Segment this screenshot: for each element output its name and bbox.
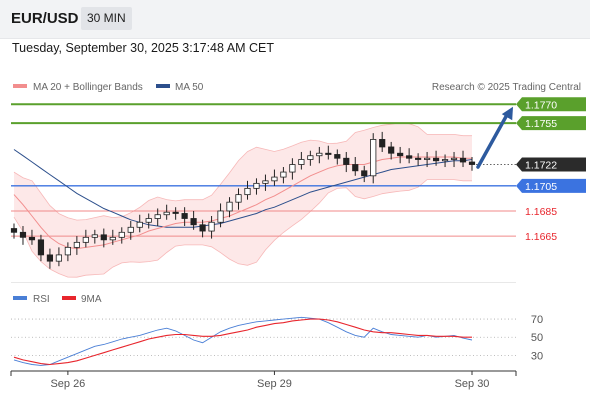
candle <box>459 150 467 168</box>
candle <box>181 207 188 227</box>
candle <box>199 219 206 238</box>
candle <box>73 236 80 255</box>
rsi-tick-70: 70 <box>531 314 543 326</box>
x-tick-label: Sep 29 <box>257 378 292 390</box>
level-1-1770-label: 1.1770 <box>525 99 557 111</box>
legend-label-rsi: RSI <box>33 294 50 305</box>
candle <box>217 203 224 228</box>
chart-header: EUR/USD 30 MIN <box>0 0 590 39</box>
credit-text: Research © 2025 Trading Central <box>432 82 581 93</box>
candle <box>10 223 18 239</box>
candle <box>468 156 476 171</box>
candle <box>424 151 431 168</box>
candle <box>316 146 323 164</box>
level-1-1722-tag <box>516 157 586 172</box>
x-tick-label: Sep 30 <box>455 378 490 390</box>
candle <box>37 234 45 262</box>
candle <box>55 247 62 267</box>
rsi-line <box>13 316 473 366</box>
candle <box>441 154 449 168</box>
candle <box>289 158 296 180</box>
candle <box>190 210 197 230</box>
rsi-tick-30: 30 <box>531 350 543 362</box>
candle <box>163 204 170 220</box>
timeframe-button[interactable]: 30 MIN <box>81 7 132 30</box>
level-1-1665-label: 1.1665 <box>525 231 557 243</box>
level-1-1755-label: 1.1755 <box>525 118 557 130</box>
candle <box>406 148 413 164</box>
candle <box>361 165 368 183</box>
rsi-ma-line <box>13 318 472 366</box>
candle <box>370 133 377 184</box>
candle <box>253 178 260 195</box>
candle <box>307 150 314 166</box>
ma50-line <box>13 149 473 228</box>
rsi-tick-50: 50 <box>531 332 543 344</box>
candle <box>109 229 116 245</box>
legend-label-ma50: MA 50 <box>175 82 204 93</box>
candle <box>244 180 251 200</box>
candle <box>100 228 107 248</box>
candle <box>226 197 233 218</box>
candle <box>298 151 305 170</box>
candle <box>388 141 395 160</box>
candle <box>208 215 215 239</box>
candle <box>64 242 71 262</box>
candle <box>136 214 143 233</box>
candle <box>352 156 359 176</box>
ma20-line <box>13 156 472 250</box>
candle <box>145 213 152 229</box>
candle <box>235 188 242 210</box>
legend-swatch-rsi <box>13 296 27 300</box>
candle <box>28 229 36 245</box>
candle <box>46 248 54 269</box>
symbol-title: EUR/USD <box>11 10 79 27</box>
candle <box>343 151 350 173</box>
candle <box>450 151 458 168</box>
level-1-1705-label: 1.1705 <box>525 181 557 193</box>
legend-label-ma20: MA 20 + Bollinger Bands <box>33 82 143 93</box>
x-tick-label: Sep 26 <box>50 378 85 390</box>
projection-arrow-shaft <box>476 113 509 169</box>
bollinger-lower <box>13 179 472 278</box>
legend-swatch-ma50 <box>156 84 170 88</box>
candle <box>432 150 440 166</box>
legend-swatch-ma20 <box>13 84 27 88</box>
candle <box>118 227 125 244</box>
datetime-label: Tuesday, September 30, 2025 3:17:48 AM C… <box>12 41 274 55</box>
level-1-1770-tag <box>516 97 586 112</box>
projection-arrow-head <box>501 106 513 121</box>
level-1-1755-tag <box>516 116 586 131</box>
candle <box>271 169 278 186</box>
candle <box>127 221 134 240</box>
candle <box>379 131 386 152</box>
candle <box>325 145 332 160</box>
candle <box>172 207 179 220</box>
panel-separator <box>11 282 516 283</box>
legend-swatch-9ma <box>62 296 76 300</box>
candle <box>91 229 98 244</box>
candle <box>19 226 27 245</box>
legend-label-9ma: 9MA <box>81 294 102 305</box>
candle <box>334 149 341 165</box>
level-1-1705-tag <box>516 178 586 193</box>
bollinger-band-fill <box>14 122 472 278</box>
candle <box>262 174 269 191</box>
candle <box>280 167 287 184</box>
candle <box>82 229 89 248</box>
candle <box>154 208 161 227</box>
candle <box>397 146 404 164</box>
level-1-1685-label: 1.1685 <box>525 206 557 218</box>
level-1-1722-label: 1.1722 <box>525 160 557 172</box>
candle <box>415 153 422 166</box>
